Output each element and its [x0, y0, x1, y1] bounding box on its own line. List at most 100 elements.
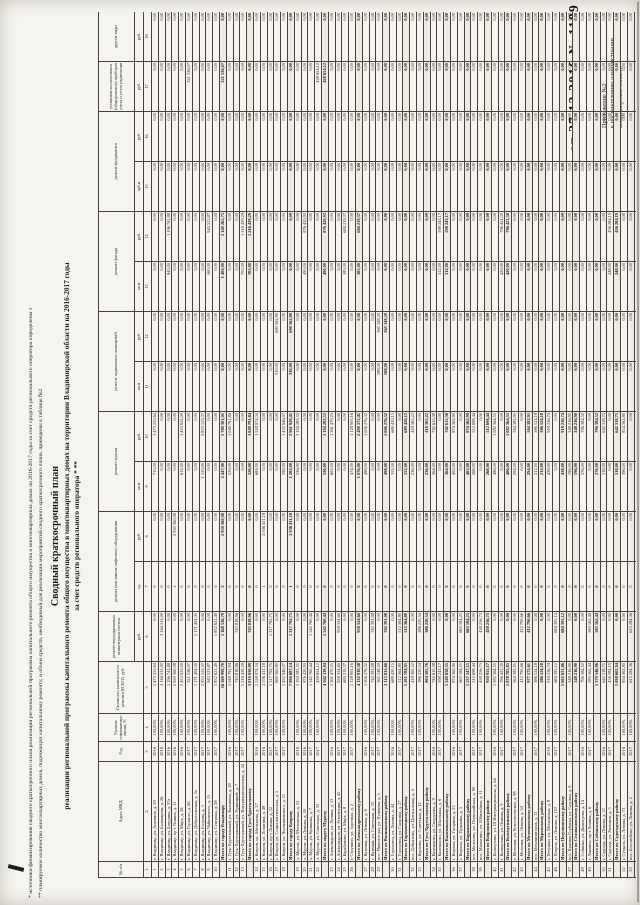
column-header: Стоимость капитального ремонта ВСЕГО, ру…: [98, 661, 144, 714]
table-row: 37 г. Киржач, ул. Пушкина, д. 3 2017 100,00…: [457, 12, 465, 878]
table-row: 20 о. Муром, ул. Ленина, д. 20 2016 100,00%…: [301, 12, 308, 878]
column-header: ремонт подвальных помещений: [98, 311, 135, 412]
column-number: 7: [143, 561, 152, 612]
table-total-row: Итого по Ковровскому району 950 955,17 438…: [484, 12, 492, 878]
table-row: 21 о. Муром, ул. Куликова, д. 7 2017 100,00…: [307, 12, 315, 878]
column-number: 2: [143, 761, 152, 862]
unit-header: руб.: [134, 111, 144, 162]
table-row: 40 г. Кольчугино, ул. III Интернационала,…: [491, 12, 499, 878]
table-row: 26 г. Струнино, ул. Заречная, д. 2 2017 100…: [348, 12, 356, 878]
column-header: ремонт внутридомовых инженерных систем: [98, 611, 135, 662]
table-row: 10 г. Владимир, ул. Северная, д. 28 2017 10…: [212, 12, 220, 878]
table-row: 31 г. Гороховец, ул. Гагарина, д. 27 2017 1…: [396, 12, 403, 878]
footnote-2: ** планируемое количество многоквартирны…: [38, 388, 45, 898]
table-row: 50 г. Судогда, ул. Ленина, д. 21 2016 100,0…: [600, 12, 607, 878]
table-row: 13 г. Гусь-Хрустальный, ул. Интернационал…: [239, 12, 247, 878]
table-row: 15 г. Ковров, ул. Лопатина, д. 48 2016 100,…: [260, 12, 268, 878]
column-number: 4: [143, 713, 152, 742]
unit-header: руб.: [134, 611, 144, 662]
footnote-1: * источники финансирования сводного крат…: [28, 308, 34, 898]
column-header: № п/п: [98, 861, 144, 878]
table-row: 27 г. Вязники, ул. Ленина, д. 8 2016 100,00…: [362, 12, 369, 878]
table-row: 51 г. Судогда, ул. Химиков, д. 5 2017 100,0…: [606, 12, 614, 878]
repair-table: № п/п Адрес МКД Год Уровень софинансировани…: [98, 12, 636, 878]
table-total-row: Итого по Кольчугинскому району 1 878 785,…: [504, 12, 512, 878]
unit-header: кв.м: [134, 361, 144, 412]
unit-header: куб.м: [134, 161, 144, 212]
table-row: 1 г. Владимир, ул. Асаткина, д. 28 2016 100…: [151, 12, 159, 878]
table-total-row: Итого по Селивановскому району 348 216,90…: [572, 12, 580, 878]
table-row: 49 г. Лакинск, пр-т Ленина, д. 6 2017 100,0…: [586, 12, 594, 878]
column-header: ремонт крыши: [98, 411, 135, 512]
unit-header: руб.: [134, 211, 144, 262]
unit-header: руб.: [134, 12, 144, 62]
table-row: 43 г. Меленки, ул. Ленина, д. 34 2017 100,0…: [518, 12, 526, 878]
column-number: 12: [143, 311, 152, 362]
table-row: 12 г. Гусь-Хрустальный, ул. Рудницкой, д.…: [233, 12, 240, 878]
column-header: ремонт или замена лифтового оборудования: [98, 511, 135, 612]
table-row: 5 г. Владимир, ул. Мира, д. 2б 2016 100,00%…: [178, 12, 186, 878]
table-row: 16 г. Ковров, пр-т Ленина, д. 32 2017 100,0…: [267, 12, 274, 878]
table-total-row: Итого по Киржачскому району 1 537 547,15 6…: [464, 12, 471, 878]
table-total-row: Итого по городу Коврову 7 006 687,14 1 317…: [287, 12, 295, 878]
scan-artifact: [7, 864, 25, 872]
table-total-row: Итого по Вязниковскому району 2 113 815,6…: [382, 12, 390, 878]
table-row: 47 пос. Красная Горбатка, ул. Садовая, д.…: [566, 12, 573, 878]
table-row: 25 г. Карабаново, ул. Мира, д. 8 2017 100,0…: [341, 12, 349, 878]
table-total-row: Итого по Собинскому району 1 379 546,96 58…: [593, 12, 601, 878]
table-total-row: Итого по Александровскому району 4 132 91…: [355, 12, 363, 878]
table-row: 18 г. Ковров, ул. Чернышевского, д. 11 201…: [280, 12, 288, 878]
table-row: 23 г. Александров, ул. Ленина, д. 13 2016 1…: [328, 12, 336, 878]
table-row: 24 г. Александров, ул. Революции, д. 45 20…: [335, 12, 342, 878]
table-row: 28 г. Вязники, ул. Советская, д. 35 2017 10…: [369, 12, 376, 878]
table-total-row: Итого по Камешковскому району 1 340 858,5…: [443, 12, 451, 878]
table-total-row: Итого по Петушинскому району 1 602 631,86…: [559, 12, 567, 878]
table-row: 14 г. Ковров, ул. Абельмана, д. 27 2016 100…: [253, 12, 261, 878]
table-total-row: Итого по Гусь-Хрустальному району 804 585…: [423, 12, 431, 878]
table-row: 53 пос. Боголюбово, ул. Ленина, д. 2 2017 1…: [627, 12, 635, 878]
table-row: 36 г. Киржач, ул. Гагарина, д. 23 2016 100,…: [450, 12, 458, 878]
table-row: 39 пос. Малыгино, ул. Юбилейная, д. 11 201…: [477, 12, 485, 878]
table-total-row: Итого по Муромскому району 386 524,18 0,00…: [538, 12, 546, 878]
column-header: Уровень софинансирования, %: [98, 713, 144, 742]
column-number: 14: [143, 211, 152, 262]
column-header: установка коллективных (общедомовых) при…: [98, 61, 135, 112]
table-row: 42 г. Меленки, ул. Комсомольская, д. 98 20…: [511, 12, 519, 878]
table-total-row: Итого по округу Мурому 4 042 119,04 1 542 …: [321, 12, 329, 878]
table-row: 46 г. Покров, ул. Ленина, д. 102 2017 100,0…: [552, 12, 560, 878]
column-header: другие виды: [98, 12, 135, 62]
table-row: 52 г. Суздаль, ул. Ленина, д. 73 2016 100,0…: [620, 12, 628, 878]
table-row: 33 г. Курлово, ул. Советская, д. 12 2017 10…: [416, 12, 424, 878]
table-row: 41 г. Кольчугино, ул. Ленина, д. 9 2017 100…: [498, 12, 505, 878]
table-row: 19 о. Муром, ул. Московская, д. 52 2016 100…: [294, 12, 302, 878]
column-number: 10: [143, 411, 152, 462]
column-number: 11: [143, 361, 152, 412]
table-row: 48 г. Собинка, ул. Димитрова, д. 14 2016 10…: [579, 12, 587, 878]
column-header: Адрес МКД: [98, 761, 144, 862]
table-row: 35 г. Камешково, ул. Школьная, д. 6 2017 10…: [436, 12, 444, 878]
table-row: 7 г. Владимир, ул. Добросельская, д. 2а 20…: [192, 12, 200, 878]
table-row: 44 пос. Механизаторов, д. 15 2017 100,00% 38…: [532, 12, 539, 878]
column-number: 13: [143, 261, 152, 312]
table-row: 11 г. Гусь-Хрустальный, ул. Калинина, д. …: [226, 12, 234, 878]
table-area: № п/п Адрес МКД Год Уровень софинансировани…: [98, 12, 636, 878]
column-number: 5: [143, 661, 152, 714]
table-row: 45 г. Петушки, ул. Московская, д. 8 2016 10…: [545, 12, 553, 878]
unit-header: ед.: [134, 561, 144, 612]
table-row: 8 г. Владимир, ул. Егорова, д. 3 2017 100,0…: [199, 12, 206, 878]
unit-header: руб.: [134, 411, 144, 462]
document-title: Сводный краткосрочный план реализации ре…: [50, 226, 96, 846]
table-row: 4 г. Владимир, пр-т Ленина, д. 11 2016 100,…: [171, 12, 179, 878]
column-number: 16: [143, 111, 152, 162]
table-row: 38 пос. Мелехово, ул. Первомайская, д. 90…: [470, 12, 478, 878]
table-row: 9 г. Владимир, ул. Чайковского, д. 15 2017…: [205, 12, 213, 878]
unit-header: руб.: [134, 61, 144, 112]
column-number: 9: [143, 461, 152, 512]
table-row: 29 пос. Никологоры, ул. Пушкина, д. 5 2017…: [375, 12, 383, 878]
column-number: 8: [143, 511, 152, 562]
unit-header: руб.: [134, 511, 144, 562]
